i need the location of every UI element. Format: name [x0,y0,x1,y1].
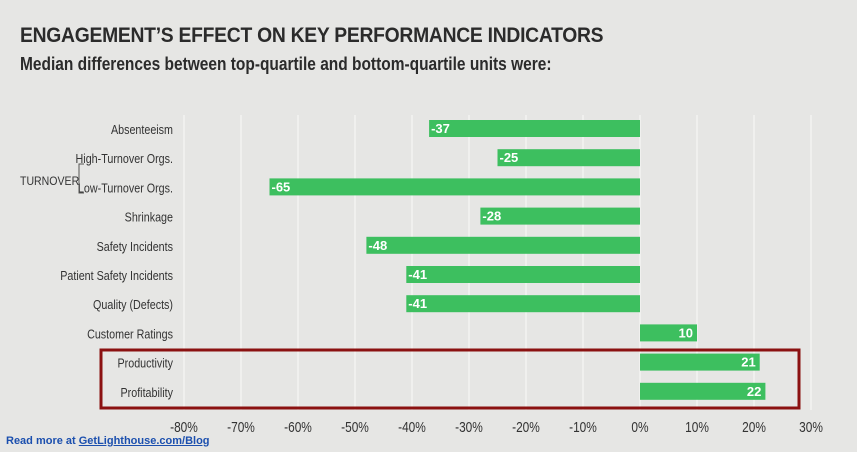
category-label: High-Turnover Orgs. [76,152,173,166]
bar [429,120,640,137]
category-label: Shrinkage [125,211,173,225]
category-label: Quality (Defects) [93,298,173,312]
category-label: Low-Turnover Orgs. [78,182,173,196]
bars: -37 -25 -65 -28 -48 -41 -41 10 21 22 [269,120,766,400]
bar [366,236,640,254]
bar-value-label: -25 [500,150,519,165]
x-tick-label: -60% [284,419,312,435]
bar-value-label: 10 [679,325,693,340]
x-tick-label: 30% [799,419,823,435]
turnover-group: TURNOVER [20,163,84,194]
chart-subtitle: Median differences between top-quartile … [20,54,552,74]
x-tick-label: -30% [455,419,483,435]
bar-value-label: -65 [272,179,291,194]
bar-value-label: -28 [482,209,501,224]
x-tick-label: -10% [569,419,597,435]
bar [480,207,640,225]
bar-value-label: 22 [747,384,761,399]
bar-value-label: 21 [741,355,755,370]
bar [269,178,640,196]
bar [640,353,760,371]
bar-value-label: -41 [408,296,427,311]
x-tick-label: 20% [742,419,766,435]
grid-lines [183,115,812,410]
x-tick-label: -40% [398,419,426,435]
footer: Read more at GetLighthouse.com/Blog [6,435,210,447]
bar-value-label: -37 [431,121,450,136]
bar [640,382,766,400]
bar-value-label: -41 [408,267,427,282]
bar [640,324,697,342]
x-tick-label: 10% [685,419,709,435]
bar [406,295,640,313]
category-label: Profitability [120,386,173,400]
bar [497,149,640,167]
bar-value-label: -48 [368,238,387,253]
x-tick-label: -20% [512,419,540,435]
x-tick-label: 0% [631,419,648,435]
highlight-box [99,348,801,410]
group-bracket [78,163,84,194]
category-labels: Absenteeism High-Turnover Orgs. Low-Turnov… [60,123,173,400]
category-label: Customer Ratings [87,328,173,342]
footer-prefix: Read more at [6,435,79,447]
category-label: Patient Safety Incidents [60,269,173,283]
category-label: Safety Incidents [97,240,174,254]
x-tick-label: -80% [170,419,198,435]
chart-title: ENGAGEMENT’S EFFECT ON KEY PERFORMANCE I… [20,24,604,47]
blog-link[interactable]: GetLighthouse.com/Blog [78,435,210,447]
category-label: Productivity [118,357,174,371]
group-label-turnover: TURNOVER [20,175,79,188]
x-tick-labels: -80% -70% -60% -50% -40% -30% -20% -10% 0% 10% 20%… [170,419,823,435]
category-label: Absenteeism [111,123,173,137]
x-tick-label: -50% [341,419,369,435]
bar [406,266,640,283]
x-tick-label: -70% [227,419,255,435]
